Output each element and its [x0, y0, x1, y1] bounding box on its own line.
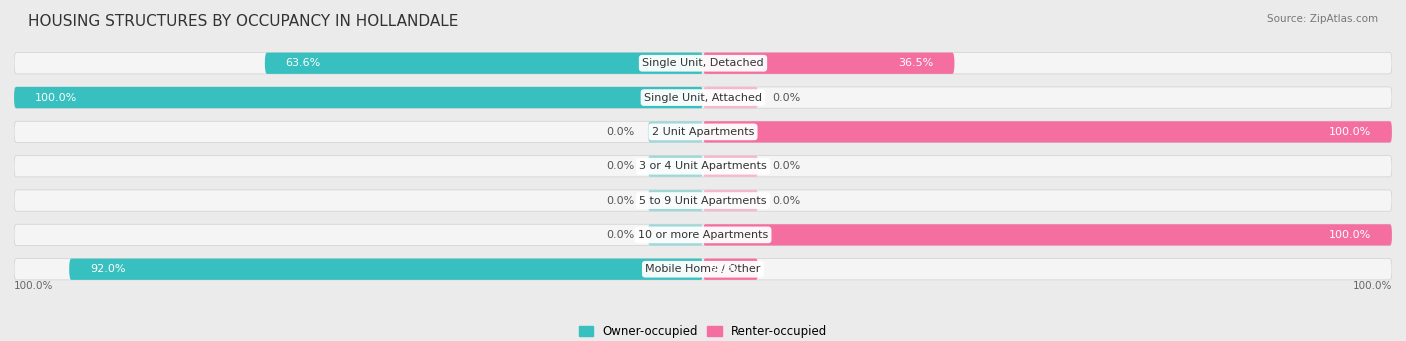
Text: 100.0%: 100.0% — [14, 281, 53, 291]
Text: Mobile Home / Other: Mobile Home / Other — [645, 264, 761, 274]
Legend: Owner-occupied, Renter-occupied: Owner-occupied, Renter-occupied — [574, 321, 832, 341]
Text: 0.0%: 0.0% — [772, 161, 800, 171]
FancyBboxPatch shape — [703, 190, 758, 211]
Text: 0.0%: 0.0% — [772, 92, 800, 103]
Text: 100.0%: 100.0% — [1329, 127, 1371, 137]
Text: 8.0%: 8.0% — [709, 264, 738, 274]
Text: 0.0%: 0.0% — [772, 196, 800, 206]
Text: 0.0%: 0.0% — [606, 127, 634, 137]
Text: 0.0%: 0.0% — [606, 161, 634, 171]
FancyBboxPatch shape — [14, 190, 1392, 211]
FancyBboxPatch shape — [703, 224, 1392, 246]
FancyBboxPatch shape — [264, 53, 703, 74]
Text: Single Unit, Attached: Single Unit, Attached — [644, 92, 762, 103]
Text: 3 or 4 Unit Apartments: 3 or 4 Unit Apartments — [640, 161, 766, 171]
Text: Single Unit, Detached: Single Unit, Detached — [643, 58, 763, 68]
Text: 63.6%: 63.6% — [285, 58, 321, 68]
FancyBboxPatch shape — [69, 258, 703, 280]
FancyBboxPatch shape — [648, 224, 703, 246]
FancyBboxPatch shape — [703, 87, 758, 108]
Text: 92.0%: 92.0% — [90, 264, 125, 274]
Text: 100.0%: 100.0% — [1329, 230, 1371, 240]
FancyBboxPatch shape — [14, 87, 1392, 108]
Text: Source: ZipAtlas.com: Source: ZipAtlas.com — [1267, 14, 1378, 24]
Text: 10 or more Apartments: 10 or more Apartments — [638, 230, 768, 240]
FancyBboxPatch shape — [14, 87, 703, 108]
FancyBboxPatch shape — [14, 155, 1392, 177]
FancyBboxPatch shape — [703, 53, 955, 74]
FancyBboxPatch shape — [14, 224, 1392, 246]
Text: 0.0%: 0.0% — [606, 230, 634, 240]
Text: HOUSING STRUCTURES BY OCCUPANCY IN HOLLANDALE: HOUSING STRUCTURES BY OCCUPANCY IN HOLLA… — [28, 14, 458, 29]
Text: 100.0%: 100.0% — [35, 92, 77, 103]
Text: 36.5%: 36.5% — [898, 58, 934, 68]
FancyBboxPatch shape — [648, 121, 703, 143]
FancyBboxPatch shape — [648, 155, 703, 177]
FancyBboxPatch shape — [703, 155, 758, 177]
FancyBboxPatch shape — [703, 121, 1392, 143]
FancyBboxPatch shape — [14, 53, 1392, 74]
FancyBboxPatch shape — [648, 190, 703, 211]
FancyBboxPatch shape — [14, 258, 1392, 280]
Text: 2 Unit Apartments: 2 Unit Apartments — [652, 127, 754, 137]
Text: 100.0%: 100.0% — [1353, 281, 1392, 291]
FancyBboxPatch shape — [14, 121, 1392, 143]
Text: 0.0%: 0.0% — [606, 196, 634, 206]
Text: 5 to 9 Unit Apartments: 5 to 9 Unit Apartments — [640, 196, 766, 206]
FancyBboxPatch shape — [703, 258, 758, 280]
